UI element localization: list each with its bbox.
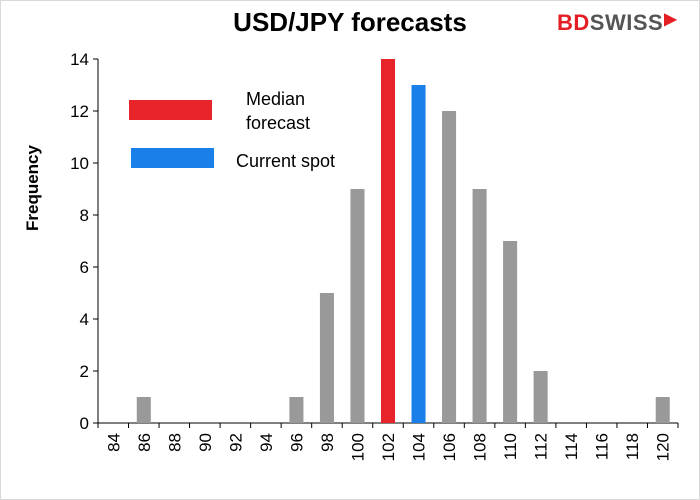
y-tick-label: 2 [80,362,89,381]
x-tick-label: 90 [196,433,215,452]
x-tick-label: 86 [135,433,154,452]
x-tick-label: 104 [410,433,429,461]
bar-112 [533,371,548,423]
chart-title: USD/JPY forecasts [233,7,467,37]
bar-86 [136,397,151,423]
bar-106 [442,111,457,423]
logo-part-bd: BD [557,10,590,35]
x-tick-label: 110 [501,433,520,460]
x-tick-label: 98 [318,433,337,452]
bar-110 [503,241,518,423]
x-tick-label: 84 [104,433,123,452]
x-tick-label: 116 [593,433,612,460]
y-tick-label: 0 [80,414,89,433]
x-tick-label: 106 [440,433,459,461]
bar-96 [289,397,304,423]
bar-104 [411,85,426,423]
bar-108 [472,189,487,423]
x-tick-label: 88 [165,433,184,452]
bar-100 [350,189,365,423]
legend-label-median-line2: forecast [246,113,310,133]
x-tick-label: 120 [654,433,673,461]
y-tick-label: 10 [70,154,89,173]
bar-98 [319,293,334,423]
legend-label-median-line1: Median [246,89,305,109]
y-tick-label: 12 [70,102,89,121]
x-tick-label: 100 [348,433,367,461]
x-tick-label: 92 [226,433,245,452]
y-tick-label: 6 [80,258,89,277]
x-tick-label: 118 [623,433,642,460]
x-tick-label: 94 [257,433,276,452]
logo-arrow-icon: ▶ [664,11,677,28]
logo-part-swiss: SWISS [589,10,664,35]
legend-swatch-median [129,100,212,120]
bar-102 [380,59,396,423]
x-tick-label: 96 [287,433,306,452]
x-tick-label: 114 [562,433,581,460]
x-tick-label: 108 [471,433,490,461]
y-tick-label: 8 [80,206,89,225]
bdswiss-logo: BDSWISS▶ [557,9,677,36]
legend-label-spot: Current spot [236,151,335,171]
legend-swatch-spot [131,148,214,168]
x-tick-label: 102 [379,433,398,461]
y-tick-label: 14 [70,50,89,69]
bar-120 [655,397,670,423]
y-tick-label: 4 [80,310,89,329]
x-tick-label: 112 [532,433,551,460]
